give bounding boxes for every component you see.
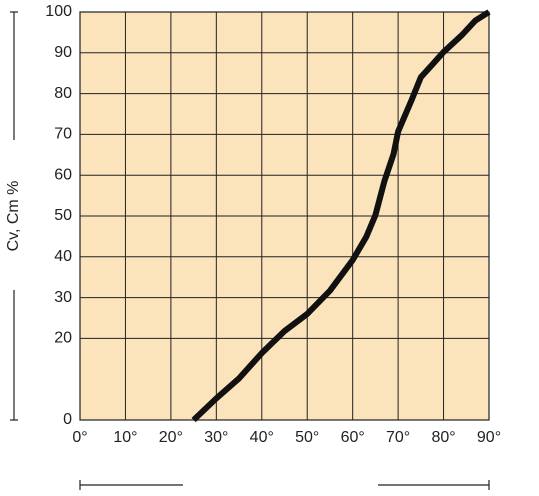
y-tick-label: 60 (54, 166, 72, 183)
y-tick-label: 30 (54, 289, 72, 306)
y-tick-label: 40 (54, 248, 72, 265)
y-tick-label: 70 (54, 126, 72, 143)
x-tick-label: 60° (341, 429, 365, 446)
x-tick-label: 90° (477, 429, 501, 446)
y-tick-label: 0 (63, 411, 72, 428)
x-tick-label: 40° (250, 429, 274, 446)
x-tick-label: 50° (295, 429, 319, 446)
x-tick-label: 0° (72, 429, 87, 446)
x-tick-label: 30° (204, 429, 228, 446)
x-tick-label: 20° (159, 429, 183, 446)
y-tick-label: 20 (54, 330, 72, 347)
x-tick-label: 10° (113, 429, 137, 446)
y-tick-label: 80 (54, 85, 72, 102)
line (191, 9, 491, 423)
plot-border (79, 11, 490, 421)
y-tick-label: 100 (45, 3, 72, 20)
x-tick-label: 70° (386, 429, 410, 446)
y-axis-label: Cv, Cm % (5, 181, 22, 252)
y-tick-label: 50 (54, 207, 72, 224)
y-tick-label: 90 (54, 44, 72, 61)
x-tick-label: 80° (431, 429, 455, 446)
